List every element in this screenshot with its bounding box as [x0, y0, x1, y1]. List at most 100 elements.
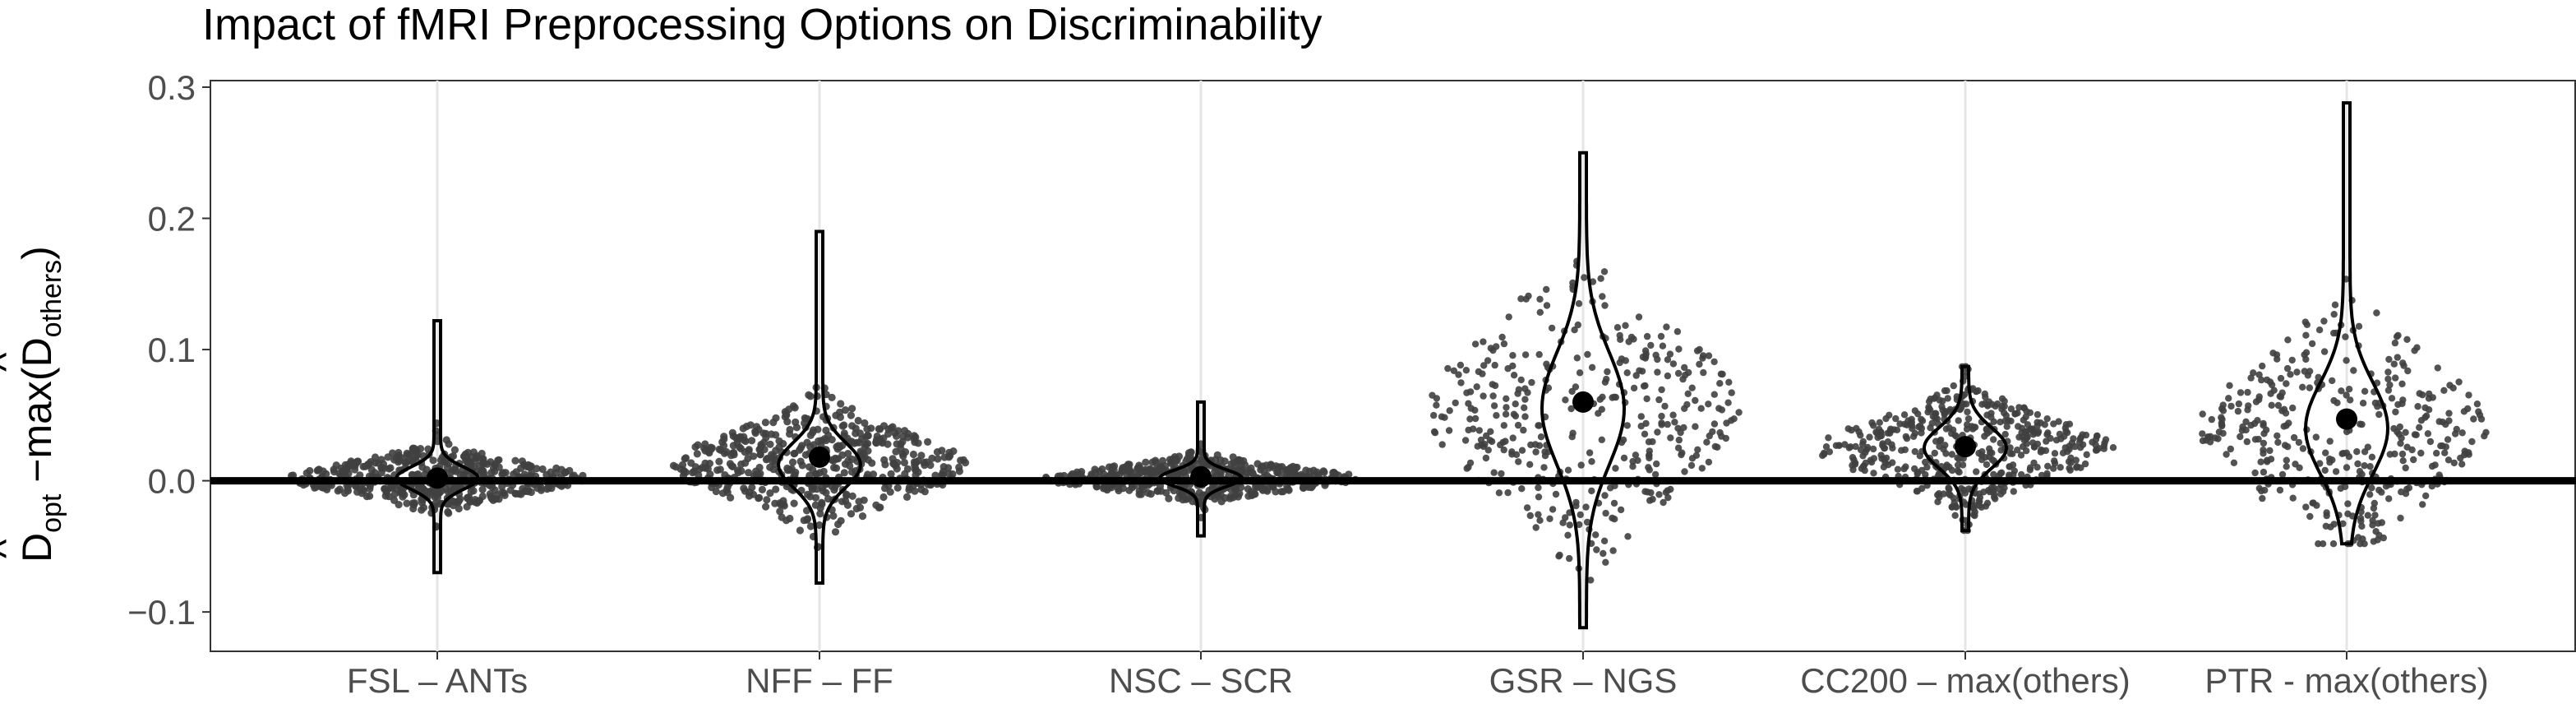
data-dot	[2372, 528, 2380, 535]
data-dot	[2419, 501, 2426, 508]
data-dot	[1985, 398, 1993, 405]
data-dot	[2051, 460, 2059, 467]
data-dot	[2302, 331, 2310, 339]
data-dot	[1675, 436, 1683, 444]
data-dot	[809, 426, 818, 434]
data-dot	[1657, 332, 1665, 340]
data-dot	[492, 495, 500, 503]
data-dot	[1532, 524, 1540, 531]
data-dot	[1669, 360, 1678, 368]
data-dot	[2280, 423, 2287, 430]
data-dot	[1954, 461, 1962, 469]
data-dot	[2344, 500, 2352, 507]
data-dot	[1493, 343, 1500, 350]
data-dot	[1705, 400, 1712, 408]
data-dot	[2445, 417, 2453, 424]
data-dot	[2392, 408, 2399, 416]
data-dot	[455, 497, 463, 505]
data-dot	[2007, 417, 2015, 425]
data-dot	[1983, 411, 1991, 419]
data-dot	[1997, 439, 2004, 447]
data-dot	[2051, 450, 2059, 457]
data-dot	[2062, 421, 2070, 428]
data-dot	[2388, 395, 2396, 402]
data-dot	[2208, 415, 2215, 424]
data-dot	[445, 460, 453, 468]
data-dot	[1968, 423, 1976, 430]
data-dot	[1535, 511, 1542, 518]
data-dot	[2237, 433, 2244, 441]
data-dot	[395, 456, 404, 465]
data-dot	[1964, 408, 1971, 416]
data-dot	[1992, 402, 1999, 410]
data-dot	[1896, 420, 1904, 428]
data-dot	[2368, 453, 2376, 461]
data-dot	[2073, 463, 2081, 470]
data-dot	[1948, 503, 1955, 511]
data-dot	[1445, 427, 1453, 434]
data-dot	[1581, 274, 1588, 281]
data-dot	[386, 464, 395, 472]
data-dot	[2337, 484, 2344, 493]
data-dot	[1537, 433, 1545, 441]
data-dot	[2274, 438, 2282, 447]
svg-text:Dopt −max(Dothers): Dopt −max(Dothers)	[14, 246, 67, 563]
data-dot	[1688, 384, 1696, 391]
data-dot	[377, 456, 385, 464]
data-dot	[1273, 469, 1281, 477]
data-dot	[750, 452, 758, 461]
data-dot	[1980, 488, 1987, 496]
data-dot	[1125, 486, 1133, 494]
data-dot	[899, 452, 907, 461]
data-dot	[2416, 424, 2423, 431]
data-dot	[1297, 470, 1305, 479]
data-dot	[1559, 519, 1567, 526]
data-dot	[1430, 411, 1438, 419]
data-dot	[1955, 417, 1962, 424]
data-dot	[2463, 449, 2470, 457]
data-dot	[2368, 484, 2375, 492]
data-dot	[1950, 494, 1957, 502]
data-dot	[1536, 295, 1544, 303]
data-dot	[1998, 395, 2006, 402]
data-dot	[1943, 387, 1950, 395]
data-dot	[2437, 442, 2444, 450]
data-dot	[1678, 451, 1685, 459]
data-dot	[2251, 469, 2259, 477]
data-dot	[1599, 293, 1606, 300]
data-dot	[302, 469, 311, 477]
y-label-tail: )	[14, 246, 60, 260]
data-dot	[772, 431, 780, 439]
data-dot	[1694, 446, 1701, 453]
data-dot	[1587, 576, 1595, 584]
data-dot	[335, 485, 344, 493]
data-dot	[2260, 468, 2268, 476]
data-dot	[2375, 410, 2383, 419]
data-dot	[1250, 489, 1258, 498]
data-dot	[2350, 367, 2357, 374]
data-dot	[2234, 407, 2242, 415]
data-dot	[903, 465, 912, 473]
data-dot	[2081, 460, 2089, 468]
data-dot	[1649, 495, 1656, 503]
data-dot	[1156, 462, 1165, 470]
data-dot	[1217, 498, 1226, 506]
data-dot	[1466, 388, 1475, 396]
data-dot	[1703, 438, 1710, 446]
data-dot	[2255, 484, 2263, 492]
data-dot	[1988, 456, 1997, 464]
data-dot	[2343, 357, 2350, 364]
data-dot	[798, 461, 806, 470]
data-dot	[1663, 323, 1670, 331]
data-dot	[517, 464, 525, 472]
data-dot	[2404, 367, 2412, 375]
data-dot	[2330, 311, 2338, 318]
data-dot	[1498, 333, 1506, 341]
violin-outline	[776, 229, 863, 585]
data-dot	[1515, 386, 1523, 393]
data-dot	[1687, 461, 1696, 470]
data-dot	[424, 445, 432, 453]
data-dot	[1611, 516, 1618, 523]
data-dot	[1674, 369, 1683, 377]
data-dot	[2199, 430, 2206, 438]
